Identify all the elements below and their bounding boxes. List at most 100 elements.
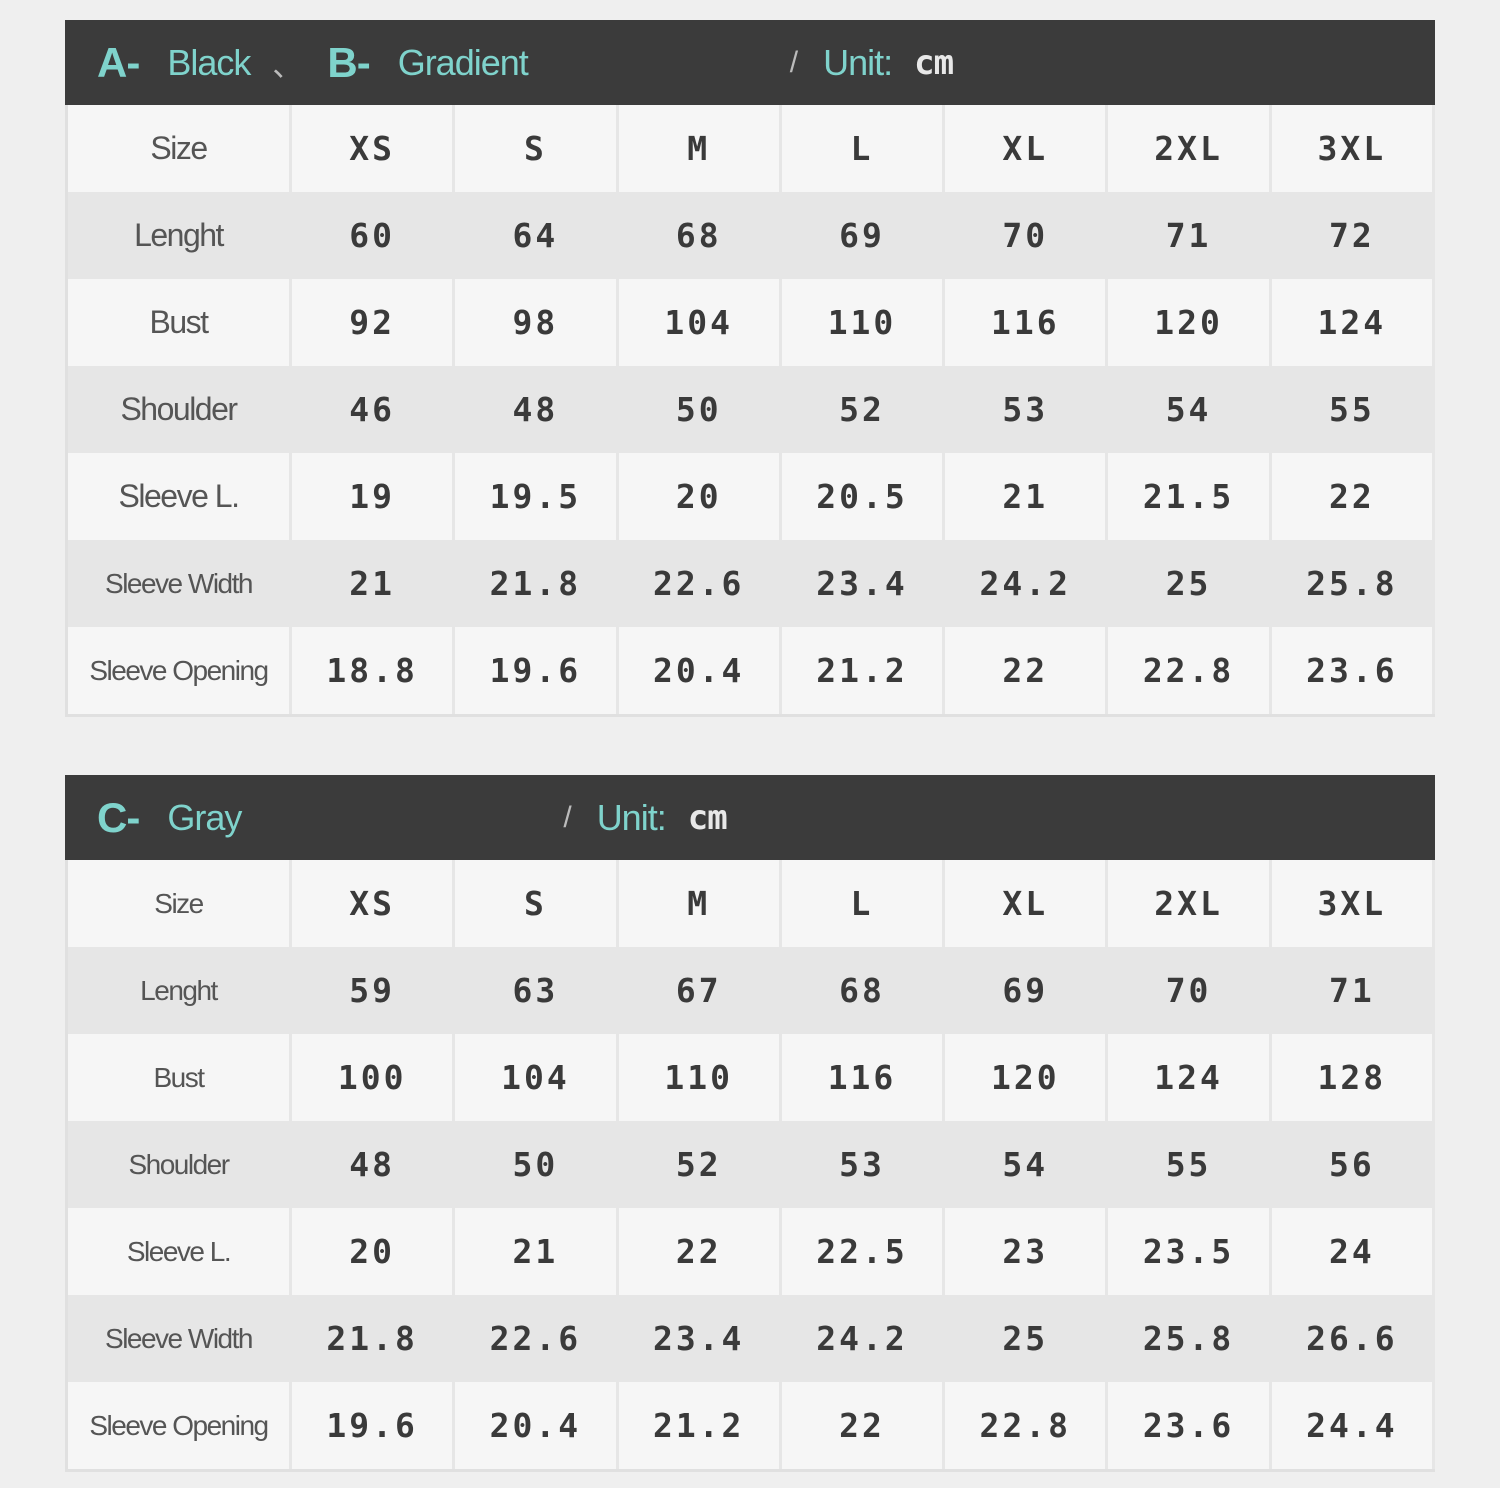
row-label: Bust <box>68 279 292 366</box>
cell-value: 21.5 <box>1108 453 1272 540</box>
cell-value: S <box>455 860 619 947</box>
cell-value: 2XL <box>1108 105 1272 192</box>
cell-value: 124 <box>1271 279 1435 366</box>
value-text: L <box>850 884 874 923</box>
value-text: XS <box>349 884 396 923</box>
header-text: / <box>563 800 571 834</box>
label-text: Size <box>150 130 208 166</box>
cell-value: 21.8 <box>455 540 619 627</box>
value-text: 63 <box>512 971 559 1010</box>
cell-value: 22.8 <box>1108 627 1272 714</box>
row-label: Shoulder <box>68 366 292 453</box>
cell-value: 19.5 <box>455 453 619 540</box>
row-label: Sleeve Width <box>68 1295 292 1382</box>
cell-value: 46 <box>292 366 456 453</box>
label-text: Bust <box>149 304 209 340</box>
header-bar: C- Gray / Unit: cm <box>65 775 1435 860</box>
value-text: 116 <box>990 303 1060 342</box>
header-bar: A- Black 、 B- Gradient / Unit: cm <box>65 20 1435 105</box>
cell-value: 52 <box>618 1121 782 1208</box>
cell-value: 63 <box>455 947 619 1034</box>
cell-value: 20.4 <box>618 627 782 714</box>
value-text: 22.8 <box>1142 651 1235 690</box>
value-text: 2XL <box>1154 884 1223 923</box>
row-label: Lenght <box>68 947 292 1034</box>
cell-value: 22 <box>618 1208 782 1295</box>
value-text: 67 <box>675 971 722 1010</box>
value-text: 53 <box>839 1145 885 1184</box>
cell-value: 71 <box>1108 192 1272 279</box>
cell-value: 60 <box>292 192 456 279</box>
value-text: 25 <box>1165 564 1212 603</box>
cell-value: L <box>781 105 946 192</box>
value-text: 56 <box>1328 1145 1375 1184</box>
cell-value: 24.2 <box>945 540 1109 627</box>
value-text: 22.8 <box>979 1406 1072 1445</box>
value-text: 60 <box>349 216 396 255</box>
label-text: Sleeve Opening <box>89 654 269 686</box>
cell-value: 3XL <box>1271 860 1435 947</box>
value-text: 26.6 <box>1306 1319 1398 1358</box>
value-text: M <box>687 129 711 168</box>
value-text: S <box>523 129 547 168</box>
value-text: 22 <box>1328 477 1375 516</box>
header-text: Unit: <box>823 41 893 83</box>
value-text: 98 <box>512 303 559 342</box>
value-text: 52 <box>839 390 885 429</box>
value-text: 19.5 <box>489 477 582 516</box>
size-chart: A- Black 、 B- Gradient / Unit: cm Size XS S M L XL 2XL… <box>65 20 1435 717</box>
value-text: 21.8 <box>326 1319 418 1358</box>
label-text: Shoulder <box>120 391 238 427</box>
cell-value: 3XL <box>1271 105 1435 192</box>
cell-value: XL <box>945 105 1109 192</box>
cell-value: 25 <box>1108 540 1272 627</box>
value-text: 70 <box>1002 216 1049 255</box>
value-text: 128 <box>1317 1058 1387 1097</box>
cell-value: XS <box>292 860 456 947</box>
value-text: 120 <box>1154 303 1223 342</box>
label-text: Sleeve Opening <box>89 1409 269 1441</box>
size-table: Size XS S M L XL 2XL 3XL Lenght 59 63 67 68 69 70 71 Bus… <box>65 860 1435 1472</box>
value-text: 55 <box>1328 390 1375 429</box>
cell-value: 120 <box>945 1034 1109 1121</box>
value-text: 21 <box>349 564 396 603</box>
cell-value: M <box>618 860 782 947</box>
value-text: 2XL <box>1154 129 1223 168</box>
value-text: 21 <box>512 1232 559 1271</box>
value-text: 104 <box>501 1058 570 1097</box>
cell-value: 92 <box>292 279 456 366</box>
cell-value: L <box>781 860 946 947</box>
value-text: 104 <box>664 303 733 342</box>
cell-value: 21.2 <box>618 1382 782 1469</box>
cell-value: 21.8 <box>292 1295 456 1382</box>
value-text: 50 <box>675 390 722 429</box>
row-label: Size <box>68 105 292 192</box>
cell-value: 21 <box>292 540 456 627</box>
label-text: Lenght <box>134 217 224 253</box>
value-text: 54 <box>1002 1145 1049 1184</box>
value-text: 124 <box>1317 303 1387 342</box>
value-text: 23.5 <box>1142 1232 1235 1271</box>
value-text: 69 <box>1002 971 1049 1010</box>
cell-value: 18.8 <box>292 627 456 714</box>
cell-value: 72 <box>1271 192 1435 279</box>
cell-value: 116 <box>945 279 1109 366</box>
size-table: Size XS S M L XL 2XL 3XL Lenght 60 64 68 69 70 71 72 Bus… <box>65 105 1435 717</box>
cell-value: 20.5 <box>781 453 946 540</box>
value-text: 50 <box>512 1145 559 1184</box>
cell-value: 24.4 <box>1271 1382 1435 1469</box>
label-text: Size <box>154 887 204 919</box>
value-text: 69 <box>839 216 885 255</box>
cell-value: 71 <box>1271 947 1435 1034</box>
value-text: 19 <box>349 477 396 516</box>
cell-value: 68 <box>618 192 782 279</box>
value-text: 20.4 <box>652 651 745 690</box>
cell-value: 23.4 <box>781 540 946 627</box>
label-text: Sleeve Width <box>105 1322 253 1354</box>
cell-value: 55 <box>1271 366 1435 453</box>
cell-value: 52 <box>781 366 946 453</box>
cell-value: 128 <box>1271 1034 1435 1121</box>
cell-value: 110 <box>781 279 946 366</box>
value-text: 25 <box>1002 1319 1049 1358</box>
